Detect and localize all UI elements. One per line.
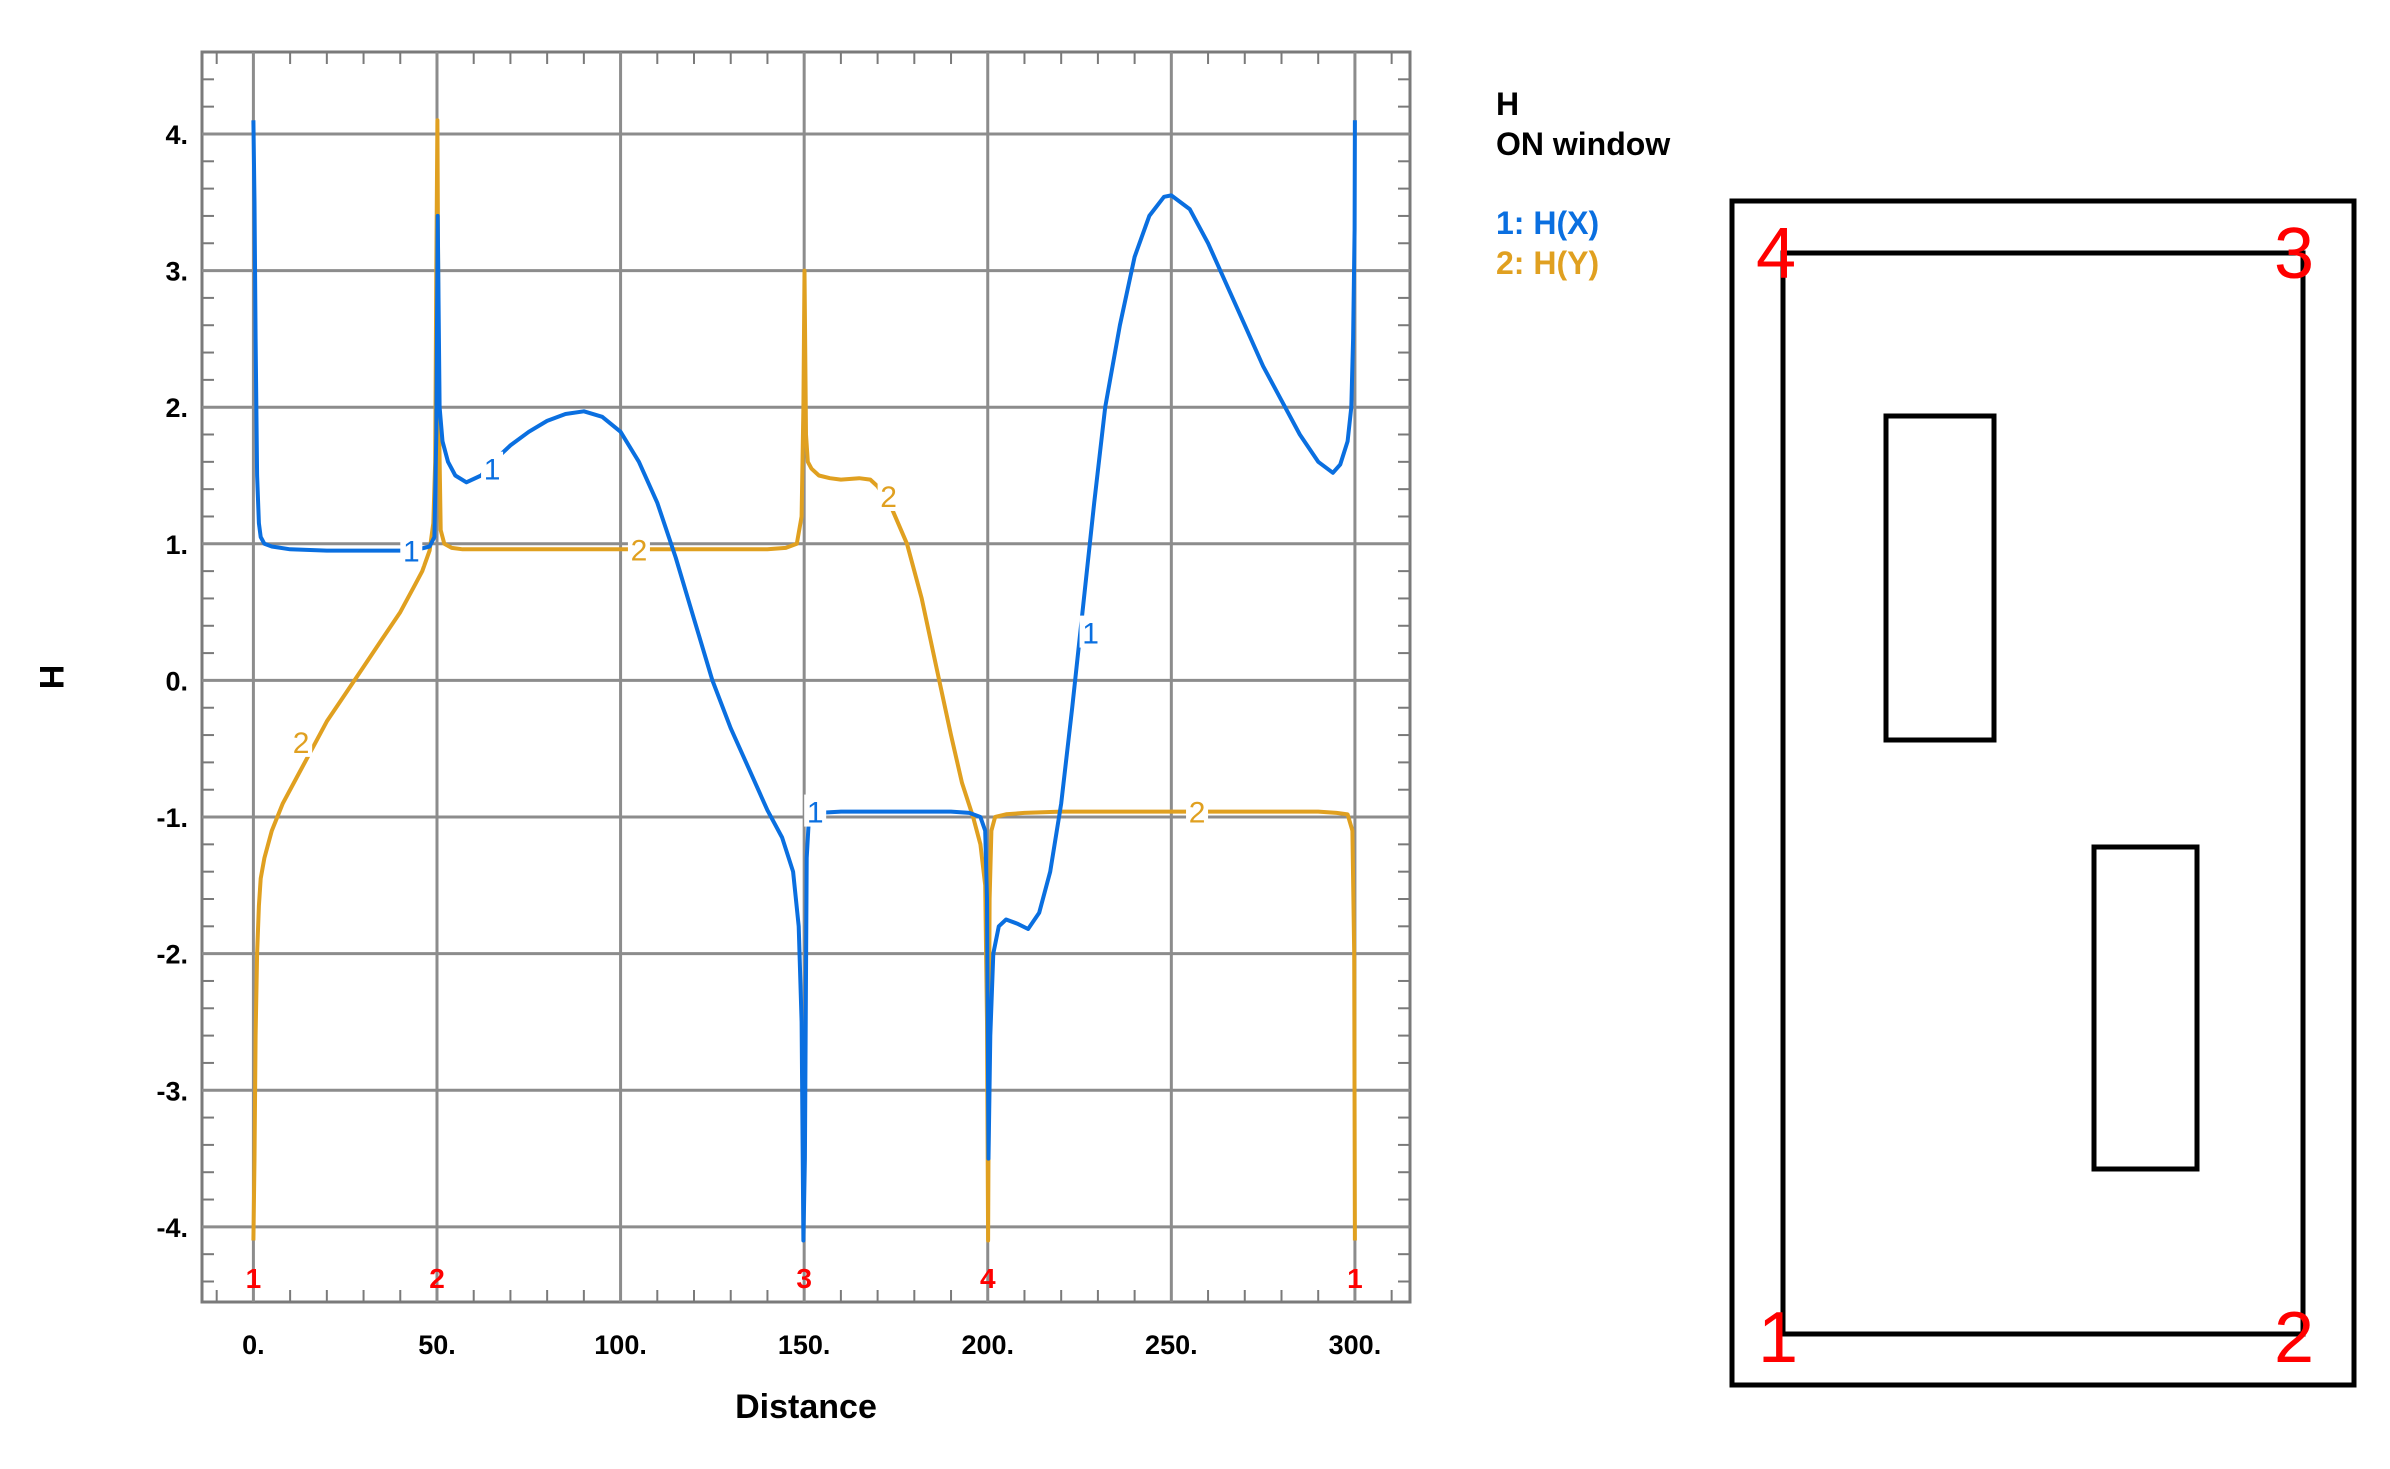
y-tick-label: -1. xyxy=(156,803,188,833)
y-tick-label: 0. xyxy=(165,666,188,696)
curve-label-bg xyxy=(400,533,423,566)
corner-label-2: 2 xyxy=(2274,1298,2314,1378)
legend-entry-hx: 1: H(X) xyxy=(1496,205,1599,241)
y-tick-label: 2. xyxy=(165,393,188,423)
x-tick-label: 50. xyxy=(418,1330,456,1360)
curve-label-1: 1 xyxy=(1082,618,1099,651)
y-tick-label: -2. xyxy=(156,940,188,970)
lower-block xyxy=(2091,844,2200,1172)
legend-entry-hy: 2: H(Y) xyxy=(1496,245,1599,281)
x-tick-labels: 0. 50. 100. 150. 200. 250. 300. xyxy=(242,1330,1381,1360)
node-marker-label: 4 xyxy=(980,1263,996,1294)
node-marker-label: 1 xyxy=(1347,1263,1363,1294)
curve-label-bg xyxy=(290,724,313,757)
y-tick-label: 3. xyxy=(165,257,188,287)
outer-boundary xyxy=(1729,198,2357,1388)
series-lines xyxy=(251,118,1357,1243)
curve-label-bg xyxy=(1186,794,1209,827)
curve-label-bg xyxy=(481,451,504,484)
x-tick-label: 200. xyxy=(961,1330,1014,1360)
legend: H ON window 1: H(X) 2: H(Y) xyxy=(1496,86,1736,281)
legend-clip-mask xyxy=(1676,118,1736,170)
node-marker-label: 2 xyxy=(429,1263,445,1294)
series-line-2 xyxy=(251,118,1357,1243)
y-axis-title: H xyxy=(32,665,70,690)
curve-label-bg xyxy=(627,532,650,565)
y-tick-label: 1. xyxy=(165,530,188,560)
curve-label-2: 2 xyxy=(631,534,648,567)
x-tick-label: 150. xyxy=(778,1330,831,1360)
upper-block xyxy=(1883,413,1997,743)
x-tick-label: 100. xyxy=(594,1330,647,1360)
x-tick-label: 250. xyxy=(1145,1330,1198,1360)
curve-label-1: 1 xyxy=(403,536,420,569)
y-tick-labels: 4. 3. 2. 1. 0. -1. -2. -3. -4. xyxy=(156,120,188,1243)
legend-subtitle: ON window xyxy=(1496,126,1670,162)
curve-label-1: 1 xyxy=(807,797,824,830)
curve-label-2: 2 xyxy=(880,481,897,514)
y-tick-label: -4. xyxy=(156,1213,188,1243)
curve-label-2: 2 xyxy=(293,727,310,760)
geometry-diagram: 1 2 3 4 xyxy=(1729,198,2357,1388)
corner-label-3: 3 xyxy=(2274,214,2314,294)
node-marker-label: 3 xyxy=(796,1263,812,1294)
curve-label-bg xyxy=(877,478,900,511)
x-tick-label: 0. xyxy=(242,1330,265,1360)
corner-label-1: 1 xyxy=(1758,1298,1798,1378)
curve-labels: 1 1 1 1 2 2 2 2 xyxy=(290,451,1209,830)
legend-title: H xyxy=(1496,86,1519,122)
x-axis-title: Distance xyxy=(735,1388,877,1426)
corner-label-4: 4 xyxy=(1756,214,1796,294)
x-tick-label: 300. xyxy=(1329,1330,1382,1360)
curve-label-bg xyxy=(804,794,827,827)
curve-label-1: 1 xyxy=(484,454,501,487)
series-line-1 xyxy=(251,120,1357,1243)
y-tick-label: -3. xyxy=(156,1076,188,1106)
y-tick-label: 4. xyxy=(165,120,188,150)
plot-area: 1 1 1 1 2 2 2 2 1 2 3 4 1 xyxy=(200,50,1412,1304)
curve-label-2: 2 xyxy=(1189,797,1206,830)
window-loop xyxy=(1780,250,2306,1337)
curve-label-bg xyxy=(1079,615,1102,648)
node-marker-label: 1 xyxy=(246,1263,262,1294)
node-markers: 1 2 3 4 1 xyxy=(246,1263,1363,1294)
